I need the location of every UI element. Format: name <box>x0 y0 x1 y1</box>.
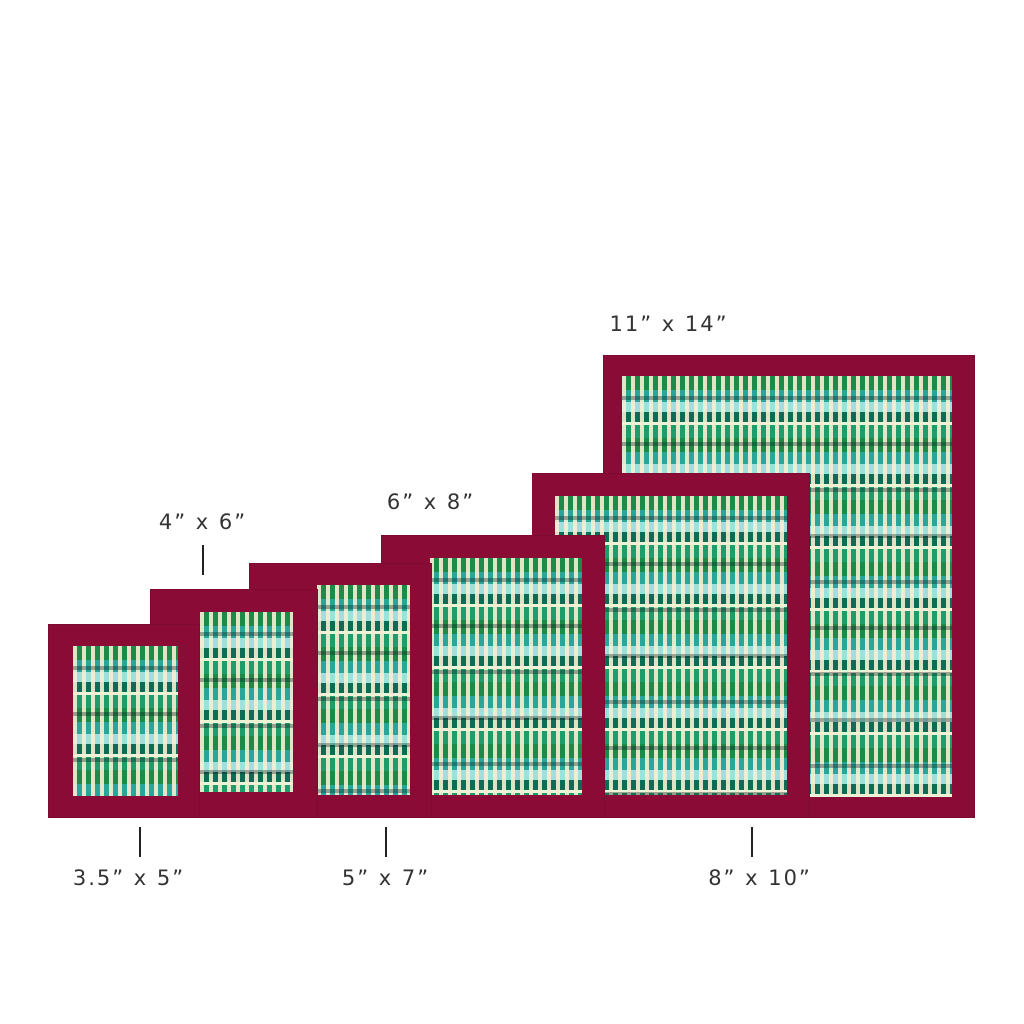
tick-mark <box>139 827 141 857</box>
frame-3-5x5 <box>48 624 200 818</box>
size-label-6x8: 6” x 8” <box>386 490 476 514</box>
size-label-5x7: 5” x 7” <box>341 866 431 890</box>
size-label-4x6: 4” x 6” <box>158 510 248 534</box>
artwork <box>73 646 178 796</box>
tick-mark <box>202 545 204 575</box>
artwork <box>430 558 582 795</box>
tick-mark <box>751 827 753 857</box>
artwork <box>200 612 293 792</box>
size-label-8x10: 8” x 10” <box>708 866 812 890</box>
size-label-11x14: 11” x 14” <box>609 312 729 336</box>
tick-mark <box>385 827 387 857</box>
artwork <box>317 585 410 795</box>
size-label-3-5x5: 3.5” x 5” <box>72 866 186 890</box>
